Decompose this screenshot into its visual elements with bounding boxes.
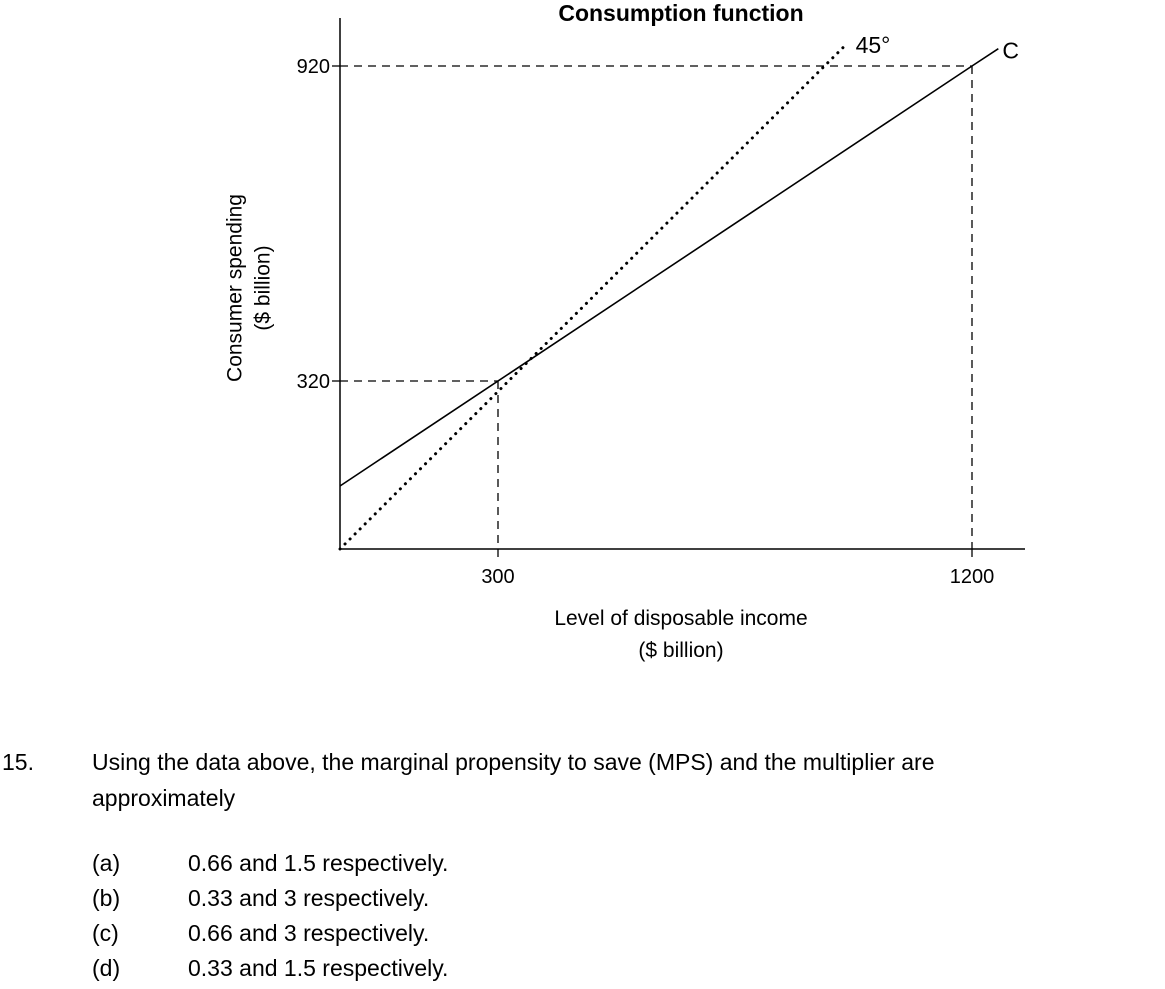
y-tick-label: 920 — [297, 56, 330, 78]
option-text: 0.33 and 3 respectively. — [188, 885, 430, 911]
option-letter: (d) — [92, 955, 121, 981]
y-axis-label-line2: ($ billion) — [252, 245, 275, 330]
question-text-line2: approximately — [92, 785, 236, 811]
ticks-layer: 300 1200 320 920 — [297, 56, 995, 588]
series-line-45-degree — [338, 43, 848, 551]
question-text: Using the data above, the marginal prope… — [92, 744, 1165, 816]
x-axis-label-line1: Level of disposable income — [554, 607, 807, 630]
option-letter: (c) — [92, 920, 119, 946]
x-tick-label: 300 — [481, 566, 514, 588]
x-tick-label: 1200 — [950, 566, 995, 588]
option-text: 0.66 and 3 respectively. — [188, 920, 430, 946]
consumption-chart: Consumption function 300 1200 320 920 C 45°… — [224, 0, 1025, 662]
question-number: 15. — [2, 749, 34, 775]
y-axis-label-line1: Consumer spending — [224, 194, 247, 382]
question-text-line1: Using the data above, the marginal prope… — [92, 749, 935, 775]
x-axis-label-line2: ($ billion) — [638, 639, 723, 662]
series-layer — [338, 43, 999, 551]
series-label-c: C — [1002, 38, 1019, 64]
angle-label-45: 45° — [856, 32, 891, 58]
reference-lines — [340, 65, 973, 549]
option-letter: (b) — [92, 885, 121, 911]
y-tick-label: 320 — [297, 371, 330, 393]
option-letter: (a) — [92, 850, 121, 876]
option-text: 0.66 and 1.5 respectively. — [188, 850, 449, 876]
series-line-c — [339, 48, 999, 487]
option-text: 0.33 and 1.5 respectively. — [188, 955, 449, 981]
chart-title: Consumption function — [558, 0, 803, 26]
